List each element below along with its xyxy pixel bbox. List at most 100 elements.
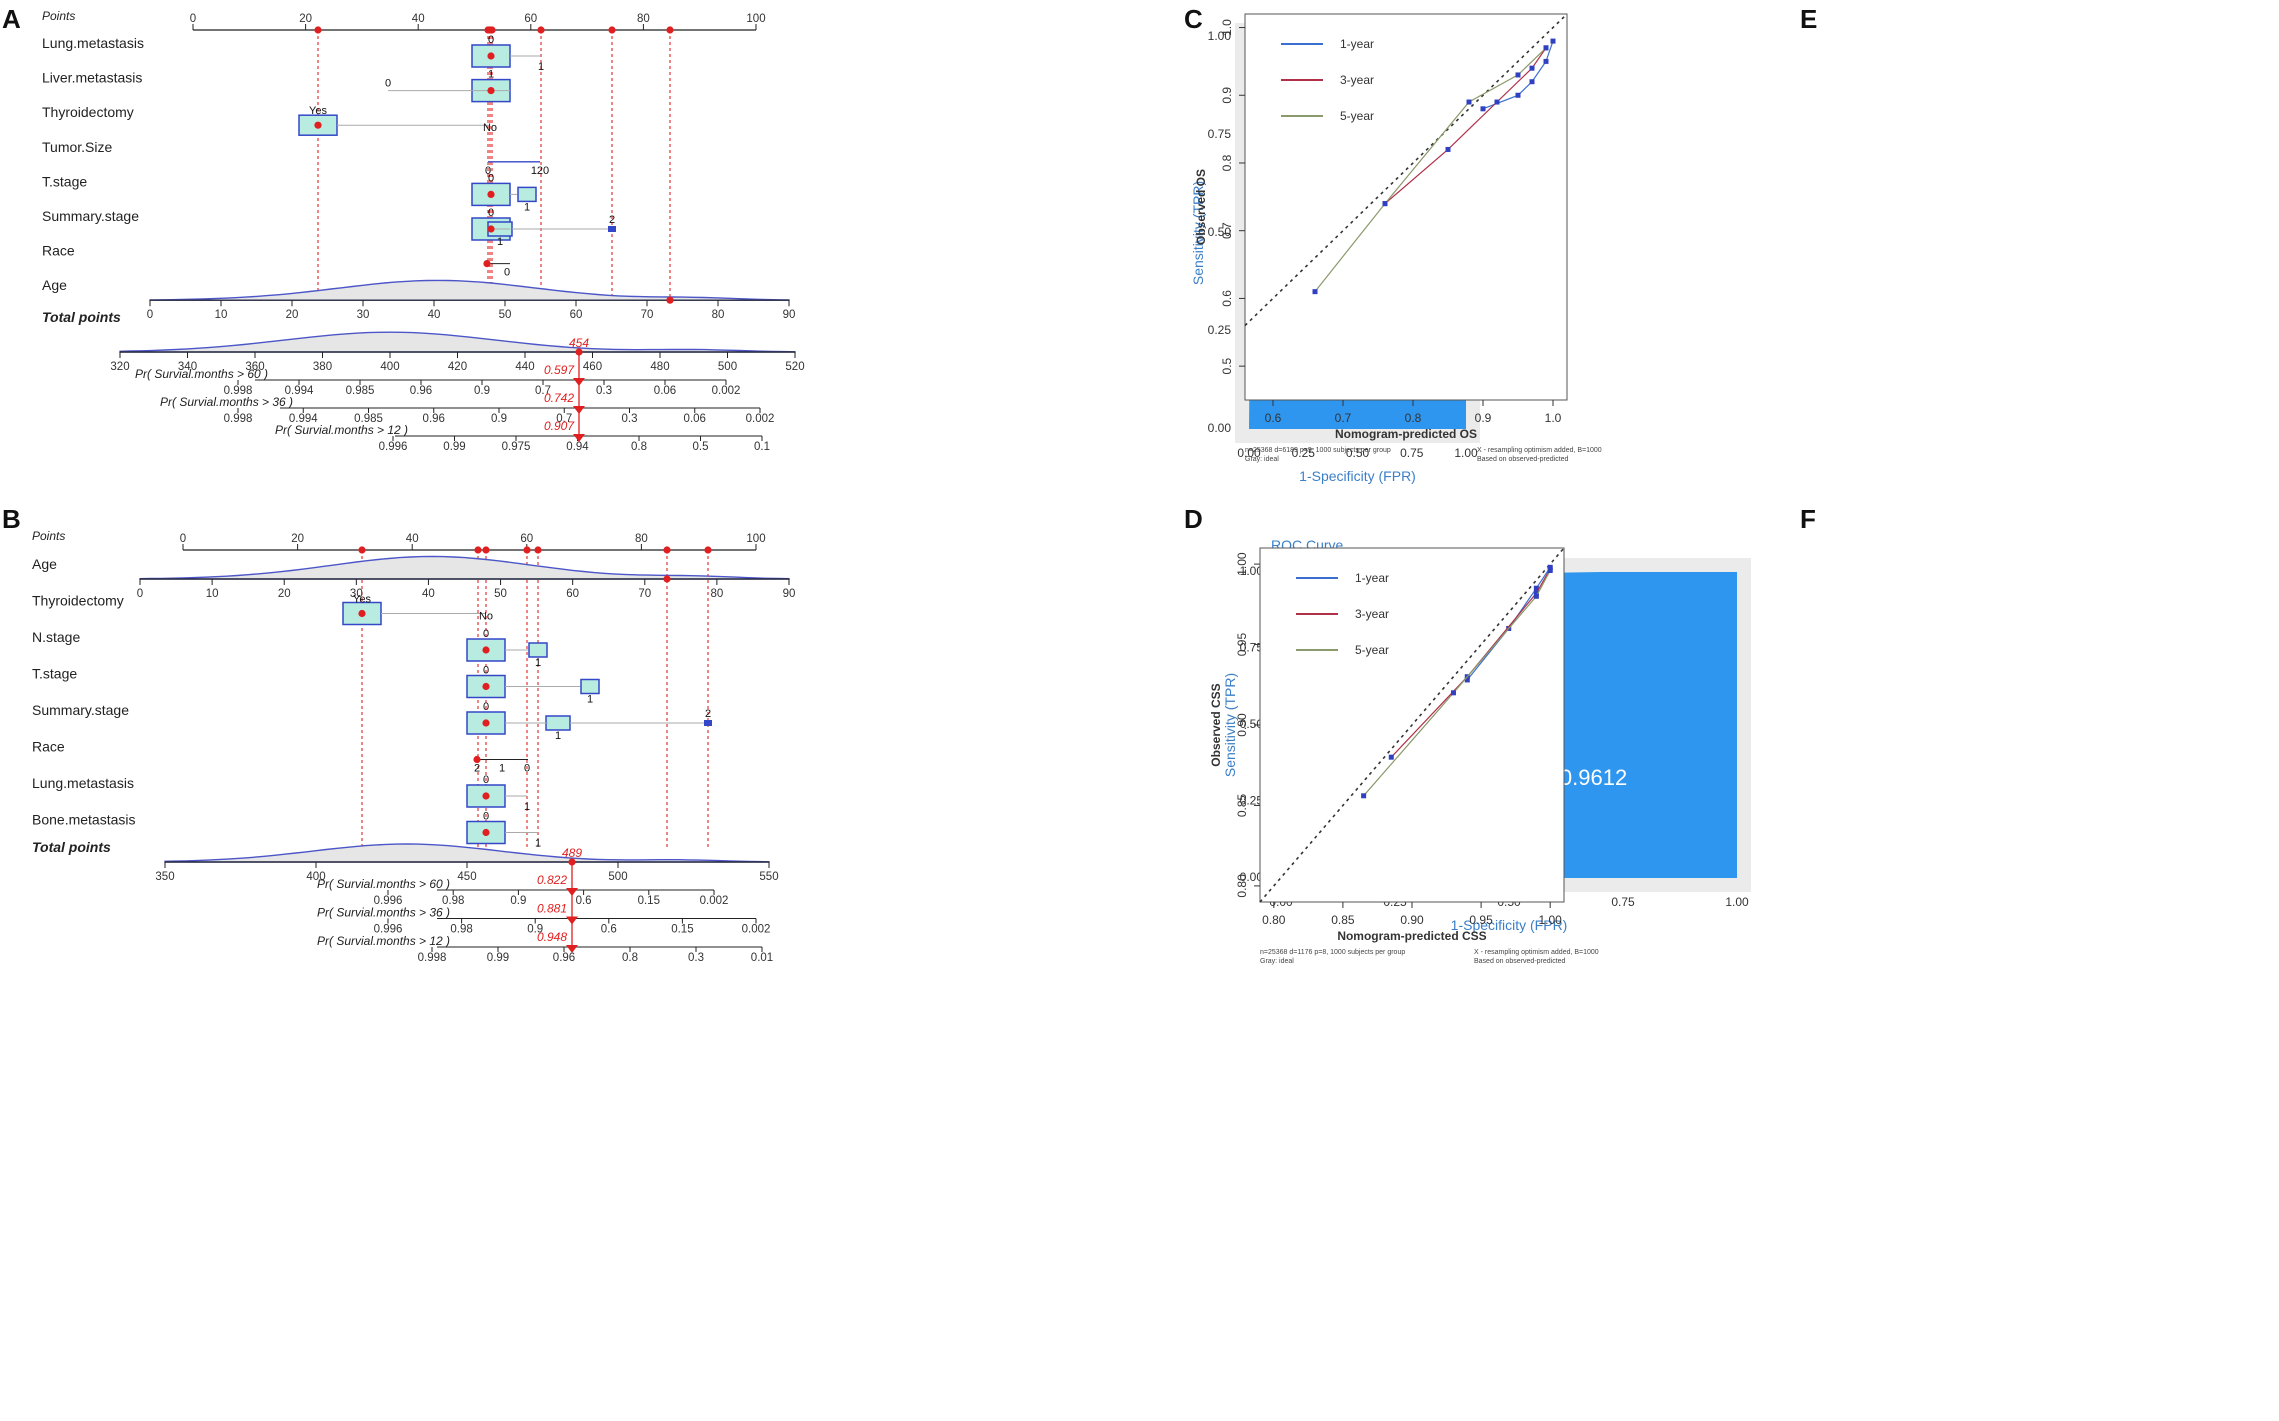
red-point: [482, 828, 490, 837]
probability-row: Pr( Survial.months > 60 ) 0.996 0.98 0.9 0.6…: [317, 873, 728, 907]
probability-value: 0.742: [544, 391, 574, 405]
probability-tick-label: 0.002: [742, 924, 771, 936]
x-tick-label: 0.75: [1611, 895, 1635, 909]
series-point: [1361, 793, 1367, 799]
x-tick-label: 0.85: [1331, 913, 1355, 927]
x-tick-label: 0.8: [1405, 411, 1422, 425]
y-axis-label: Observed CSS: [1209, 683, 1223, 766]
x-axis-label: 1-Specificity (FPR): [1451, 917, 1568, 933]
points-axis: 0 20 40 60 80 100: [180, 533, 766, 551]
footnote-right: Based on observed-predicted: [1474, 958, 1566, 965]
footnote-left: Gray: ideal: [1260, 958, 1294, 965]
y-tick-label: 0.9: [1220, 87, 1234, 104]
age-marker: [666, 296, 674, 304]
tick-label: 0: [190, 13, 196, 25]
variable-label: T.stage: [32, 666, 77, 682]
probability-tick-label: 0.5: [693, 441, 709, 453]
category-label: 0: [483, 701, 489, 713]
panel-label-a: A: [2, 4, 21, 34]
legend-label: 3-year: [1340, 73, 1374, 87]
y-axis-label: Observed OS: [1194, 169, 1208, 245]
tick-label: 40: [428, 309, 441, 321]
probability-tick-label: 0.998: [224, 413, 253, 425]
probability-tick-label: 0.002: [712, 385, 741, 397]
tick-label: 80: [637, 13, 650, 25]
category-label: 0: [504, 267, 510, 279]
series-point: [1533, 590, 1539, 596]
tick-label: 520: [785, 361, 804, 373]
tick-label: 80: [635, 533, 648, 545]
red-point: [358, 609, 366, 618]
probability-tick-label: 0.96: [553, 952, 575, 964]
plot-frame: [1244, 13, 1568, 401]
x-tick-label: 0.75: [1400, 446, 1424, 460]
category-label: 1: [497, 236, 503, 248]
y-axis-label: Sensitivity (TPR): [1190, 181, 1206, 285]
tick-label: 20: [299, 13, 312, 25]
series-point: [1388, 754, 1394, 760]
series-line: [1363, 570, 1551, 797]
category-box-tiny: [704, 720, 712, 726]
variable-row: Age 0 10 20 30 40 50 60 70 80 90: [32, 555, 795, 600]
points-axis-marker: [534, 546, 542, 554]
x-tick-label: 0.95: [1469, 913, 1493, 927]
probability-tick-label: 0.96: [410, 385, 432, 397]
legend-label: 1-year: [1355, 571, 1389, 585]
variable-label: Summary.stage: [42, 208, 139, 224]
category-label: 1: [587, 694, 593, 706]
x-tick-label: 0.7: [1335, 411, 1352, 425]
calibration-chart-f: 0.80 0.85 0.90 0.95 1.00 0.80 0.85 0.90 0.95 1.00…: [1209, 547, 1599, 965]
variable-label: N.stage: [32, 629, 80, 645]
tick-label: 20: [286, 309, 299, 321]
category-box-small: [528, 642, 548, 658]
tick-label: 320: [110, 361, 129, 373]
series-point: [1533, 585, 1539, 591]
probability-label: Pr( Survial.months > 60 ): [135, 367, 268, 381]
tick-label: 440: [515, 361, 534, 373]
red-point: [482, 792, 490, 800]
footnote-right: X - resampling optimism added, B=1000: [1477, 447, 1602, 454]
variable-label: Tumor.Size: [42, 139, 112, 155]
legend-label: 5-year: [1340, 109, 1374, 123]
tick-label: 80: [710, 588, 723, 600]
tick-label: 10: [206, 588, 219, 600]
category-label: 0: [485, 165, 491, 177]
total-points-label: Total points: [32, 839, 111, 855]
series-point: [1529, 79, 1535, 85]
y-tick-label: 0.25: [1240, 794, 1264, 808]
probability-value: 0.822: [537, 873, 567, 887]
tick-label: 450: [457, 871, 476, 883]
probability-tick-label: 0.3: [622, 413, 638, 425]
y-tick-label: 0.85: [1235, 793, 1249, 817]
x-axis-label: 1-Specificity (FPR): [1299, 468, 1416, 484]
variable-row: Tumor.Size 0 120: [42, 139, 549, 177]
probability-tick-label: 0.98: [442, 895, 464, 907]
x-tick-label: 0.00: [1237, 446, 1261, 460]
panel-label-c: C: [1184, 4, 1203, 34]
variable-row: T.stage 0 1: [32, 665, 600, 706]
probability-tick-label: 0.7: [556, 413, 572, 425]
category-label: 0: [488, 34, 494, 46]
x-tick-label: 0.9: [1475, 411, 1492, 425]
tick-label: 0: [137, 588, 143, 600]
tick-label: 40: [422, 588, 435, 600]
x-axis-label: Nomogram-predicted CSS: [1337, 929, 1486, 943]
series-point: [1450, 690, 1456, 696]
probability-tick-label: 0.996: [379, 441, 408, 453]
panel-label-e: E: [1800, 4, 1817, 34]
points-axis-marker: [663, 546, 671, 554]
variable-label: Thyroidectomy: [32, 593, 124, 609]
variable-row: Bone.metastasis 0 1: [32, 811, 541, 850]
tick-label: 460: [583, 361, 602, 373]
panel-label-f: F: [1800, 504, 1816, 534]
ideal-line: [1244, 13, 1568, 327]
points-axis-marker: [704, 546, 712, 554]
probability-tick-label: 0.002: [700, 895, 729, 907]
tick-label: 550: [759, 871, 778, 883]
category-box-small: [517, 186, 537, 203]
tick-label: 100: [746, 13, 765, 25]
probability-marker: [566, 945, 578, 953]
probability-tick-label: 0.985: [354, 413, 383, 425]
red-point: [487, 87, 495, 95]
